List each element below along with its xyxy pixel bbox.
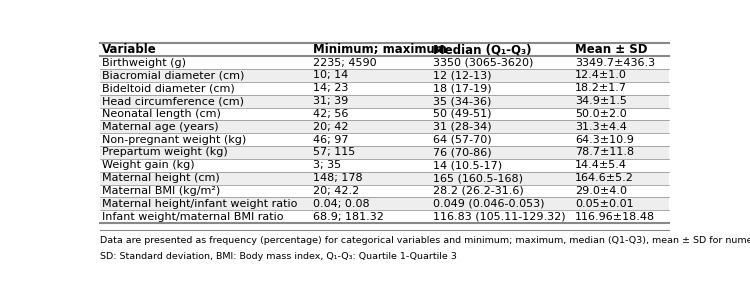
- Text: 165 (160.5-168): 165 (160.5-168): [433, 173, 523, 183]
- Text: Infant weight/maternal BMI ratio: Infant weight/maternal BMI ratio: [103, 211, 284, 221]
- Text: 31 (28-34): 31 (28-34): [433, 122, 491, 132]
- Text: Birthweight (g): Birthweight (g): [103, 58, 187, 68]
- Text: 116.83 (105.11-129.32): 116.83 (105.11-129.32): [433, 211, 566, 221]
- Text: 57; 115: 57; 115: [314, 148, 356, 158]
- Text: 18 (17-19): 18 (17-19): [433, 83, 491, 93]
- Text: 3349.7±436.3: 3349.7±436.3: [575, 58, 656, 68]
- Text: 50.0±2.0: 50.0±2.0: [575, 109, 627, 119]
- Text: 31; 39: 31; 39: [314, 96, 349, 106]
- Text: SD: Standard deviation, BMI: Body mass index, Q₁-Q₃: Quartile 1-Quartile 3: SD: Standard deviation, BMI: Body mass i…: [100, 252, 457, 261]
- Text: 50 (49-51): 50 (49-51): [433, 109, 491, 119]
- Text: 64.3±10.9: 64.3±10.9: [575, 135, 634, 145]
- Text: Maternal height (cm): Maternal height (cm): [103, 173, 220, 183]
- Bar: [100, 146, 669, 159]
- Text: Variable: Variable: [103, 43, 158, 56]
- Text: 20; 42.2: 20; 42.2: [314, 186, 359, 196]
- Text: Maternal height/infant weight ratio: Maternal height/infant weight ratio: [103, 199, 298, 209]
- Text: 164.6±5.2: 164.6±5.2: [575, 173, 634, 183]
- Bar: [100, 56, 669, 69]
- Text: 76 (70-86): 76 (70-86): [433, 148, 491, 158]
- Text: 46; 97: 46; 97: [314, 135, 349, 145]
- Text: 12 (12-13): 12 (12-13): [433, 70, 491, 80]
- Text: 14 (10.5-17): 14 (10.5-17): [433, 160, 502, 170]
- Bar: [100, 172, 669, 185]
- Text: Maternal BMI (kg/m²): Maternal BMI (kg/m²): [103, 186, 220, 196]
- Text: 20; 42: 20; 42: [314, 122, 349, 132]
- Text: 3; 35: 3; 35: [314, 160, 341, 170]
- Text: 68.9; 181.32: 68.9; 181.32: [314, 211, 384, 221]
- Bar: [100, 210, 669, 223]
- Text: Median (Q₁-Q₃): Median (Q₁-Q₃): [433, 43, 531, 56]
- Text: 148; 178: 148; 178: [314, 173, 363, 183]
- Text: Prepartum weight (kg): Prepartum weight (kg): [103, 148, 228, 158]
- Text: 18.2±1.7: 18.2±1.7: [575, 83, 627, 93]
- Text: Weight gain (kg): Weight gain (kg): [103, 160, 195, 170]
- Text: Minimum; maximum: Minimum; maximum: [314, 43, 447, 56]
- Text: Bideltoid diameter (cm): Bideltoid diameter (cm): [103, 83, 236, 93]
- Text: 34.9±1.5: 34.9±1.5: [575, 96, 627, 106]
- Text: 31.3±4.4: 31.3±4.4: [575, 122, 627, 132]
- Text: 116.96±18.48: 116.96±18.48: [575, 211, 656, 221]
- Bar: [100, 82, 669, 95]
- Text: 29.0±4.0: 29.0±4.0: [575, 186, 627, 196]
- Text: 42; 56: 42; 56: [314, 109, 349, 119]
- Bar: [100, 185, 669, 197]
- Bar: [100, 108, 669, 120]
- Text: 0.049 (0.046-0.053): 0.049 (0.046-0.053): [433, 199, 544, 209]
- Text: Maternal age (years): Maternal age (years): [103, 122, 219, 132]
- Text: 28.2 (26.2-31.6): 28.2 (26.2-31.6): [433, 186, 524, 196]
- Text: Non-pregnant weight (kg): Non-pregnant weight (kg): [103, 135, 247, 145]
- Text: Head circumference (cm): Head circumference (cm): [103, 96, 244, 106]
- Text: Biacromial diameter (cm): Biacromial diameter (cm): [103, 70, 244, 80]
- Text: Data are presented as frequency (percentage) for categorical variables and minim: Data are presented as frequency (percent…: [100, 236, 750, 245]
- Text: 14.4±5.4: 14.4±5.4: [575, 160, 627, 170]
- Text: 12.4±1.0: 12.4±1.0: [575, 70, 627, 80]
- Text: 0.05±0.01: 0.05±0.01: [575, 199, 634, 209]
- Text: 35 (34-36): 35 (34-36): [433, 96, 491, 106]
- Text: 64 (57-70): 64 (57-70): [433, 135, 491, 145]
- Bar: [100, 197, 669, 210]
- Bar: [100, 120, 669, 133]
- Bar: [100, 95, 669, 108]
- Text: Neonatal length (cm): Neonatal length (cm): [103, 109, 221, 119]
- Bar: [100, 69, 669, 82]
- Text: 14; 23: 14; 23: [314, 83, 349, 93]
- Text: 78.7±11.8: 78.7±11.8: [575, 148, 634, 158]
- Text: Mean ± SD: Mean ± SD: [575, 43, 648, 56]
- Text: 3350 (3065-3620): 3350 (3065-3620): [433, 58, 533, 68]
- Text: 0.04; 0.08: 0.04; 0.08: [314, 199, 370, 209]
- Text: 10; 14: 10; 14: [314, 70, 349, 80]
- Bar: [100, 133, 669, 146]
- Text: 2235; 4590: 2235; 4590: [314, 58, 376, 68]
- Bar: [100, 159, 669, 172]
